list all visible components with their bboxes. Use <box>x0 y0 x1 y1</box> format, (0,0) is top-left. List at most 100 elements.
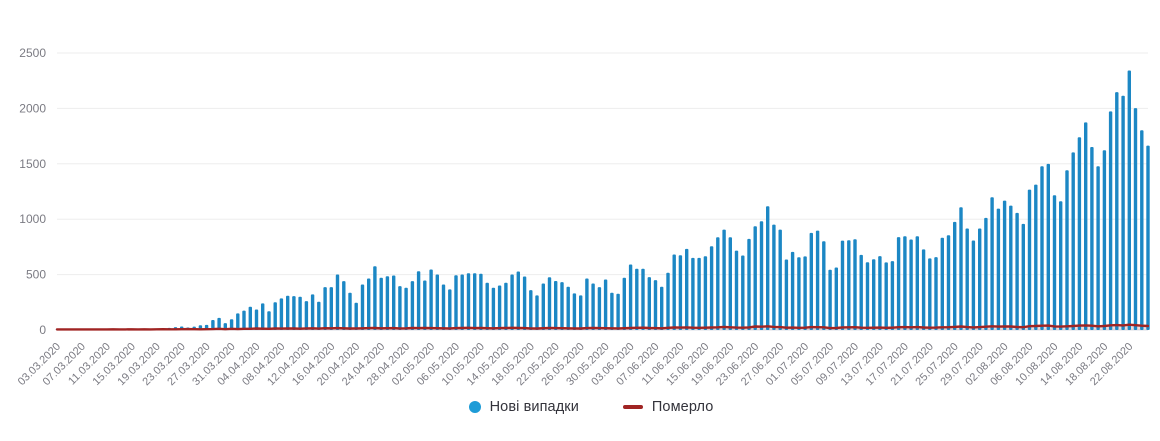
bar-new-cases[interactable] <box>1009 205 1013 330</box>
bar-new-cases[interactable] <box>1084 122 1088 331</box>
bar-new-cases[interactable] <box>404 287 408 330</box>
bar-new-cases[interactable] <box>709 246 714 330</box>
bar-new-cases[interactable] <box>1115 92 1119 330</box>
bar-new-cases[interactable] <box>884 262 888 330</box>
bar-new-cases[interactable] <box>653 280 658 330</box>
bar-new-cases[interactable] <box>803 256 807 330</box>
bar-new-cases[interactable] <box>373 266 377 330</box>
bar-new-cases[interactable] <box>697 257 701 330</box>
bar-new-cases[interactable] <box>728 237 732 330</box>
bar-new-cases[interactable] <box>1071 152 1075 330</box>
bar-new-cases[interactable] <box>1002 200 1007 330</box>
bar-new-cases[interactable] <box>622 277 626 330</box>
bar-new-cases[interactable] <box>1077 137 1082 330</box>
bar-new-cases[interactable] <box>1040 166 1044 330</box>
bar-new-cases[interactable] <box>603 279 608 331</box>
bar-new-cases[interactable] <box>716 237 720 330</box>
bar-new-cases[interactable] <box>242 310 246 330</box>
bar-new-cases[interactable] <box>560 282 564 330</box>
bar-new-cases[interactable] <box>734 250 739 330</box>
bar-new-cases[interactable] <box>410 281 415 330</box>
bar-new-cases[interactable] <box>809 232 813 330</box>
bar-new-cases[interactable] <box>1065 170 1069 330</box>
bar-new-cases[interactable] <box>298 296 302 330</box>
bar-new-cases[interactable] <box>678 255 683 330</box>
bar-new-cases[interactable] <box>335 274 340 331</box>
bar-new-cases[interactable] <box>385 276 390 330</box>
bar-new-cases[interactable] <box>1021 223 1025 330</box>
bar-new-cases[interactable] <box>909 239 913 331</box>
bar-new-cases[interactable] <box>797 257 801 330</box>
bar-new-cases[interactable] <box>784 259 789 331</box>
bar-new-cases[interactable] <box>441 284 446 331</box>
bar-new-cases[interactable] <box>1027 189 1032 330</box>
bar-new-cases[interactable] <box>1140 130 1144 330</box>
bar-new-cases[interactable] <box>566 286 570 330</box>
bar-new-cases[interactable] <box>741 255 745 331</box>
bar-new-cases[interactable] <box>460 274 464 331</box>
bar-new-cases[interactable] <box>984 217 988 330</box>
bar-new-cases[interactable] <box>292 296 296 330</box>
bar-new-cases[interactable] <box>1034 184 1038 330</box>
bar-new-cases[interactable] <box>547 277 552 330</box>
bar-new-cases[interactable] <box>959 207 963 330</box>
bar-new-cases[interactable] <box>1127 70 1131 331</box>
bar-new-cases[interactable] <box>416 271 421 330</box>
legend-item-deaths[interactable]: Померло <box>622 399 713 415</box>
bar-new-cases[interactable] <box>398 286 402 330</box>
bar-new-cases[interactable] <box>479 273 483 330</box>
bar-new-cases[interactable] <box>510 274 514 331</box>
bar-new-cases[interactable] <box>934 257 938 330</box>
bar-new-cases[interactable] <box>354 302 358 330</box>
bar-new-cases[interactable] <box>859 254 863 330</box>
bar-new-cases[interactable] <box>990 197 994 330</box>
bar-new-cases[interactable] <box>965 228 969 331</box>
bar-new-cases[interactable] <box>747 238 751 330</box>
bar-new-cases[interactable] <box>822 241 826 330</box>
bar-new-cases[interactable] <box>647 277 651 330</box>
bar-new-cases[interactable] <box>672 254 676 331</box>
bar-new-cases[interactable] <box>367 278 371 331</box>
bar-new-cases[interactable] <box>628 264 633 331</box>
bar-new-cases[interactable] <box>329 287 333 330</box>
bar-new-cases[interactable] <box>497 285 502 331</box>
bar-new-cases[interactable] <box>435 274 439 331</box>
bar-new-cases[interactable] <box>379 277 383 330</box>
bar-new-cases[interactable] <box>847 240 851 330</box>
bar-new-cases[interactable] <box>317 301 321 330</box>
bar-new-cases[interactable] <box>254 309 259 331</box>
bar-new-cases[interactable] <box>572 293 577 330</box>
bar-new-cases[interactable] <box>1108 111 1113 331</box>
bar-new-cases[interactable] <box>1052 195 1057 330</box>
bar-new-cases[interactable] <box>279 298 284 330</box>
bar-new-cases[interactable] <box>529 290 533 330</box>
bar-new-cases[interactable] <box>491 287 496 330</box>
bar-new-cases[interactable] <box>940 237 944 330</box>
bar-new-cases[interactable] <box>1046 163 1050 330</box>
bar-new-cases[interactable] <box>236 313 240 330</box>
bar-new-cases[interactable] <box>1121 95 1125 330</box>
bar-new-cases[interactable] <box>217 317 221 330</box>
bar-new-cases[interactable] <box>766 206 770 330</box>
bar-new-cases[interactable] <box>1090 147 1094 330</box>
bar-new-cases[interactable] <box>928 258 932 330</box>
bar-new-cases[interactable] <box>896 237 901 330</box>
bar-new-cases[interactable] <box>666 272 670 330</box>
bar-new-cases[interactable] <box>323 287 327 330</box>
bar-new-cases[interactable] <box>996 208 1001 330</box>
bar-new-cases[interactable] <box>516 271 520 331</box>
bar-new-cases[interactable] <box>759 221 764 330</box>
bar-new-cases[interactable] <box>485 282 489 330</box>
bar-new-cases[interactable] <box>840 240 845 330</box>
bar-new-cases[interactable] <box>1096 166 1100 330</box>
bar-new-cases[interactable] <box>229 319 234 330</box>
bar-new-cases[interactable] <box>261 303 265 330</box>
bar-new-cases[interactable] <box>1146 145 1150 330</box>
bar-new-cases[interactable] <box>815 230 820 330</box>
bar-new-cases[interactable] <box>304 301 309 330</box>
bar-new-cases[interactable] <box>878 256 882 330</box>
bar-new-cases[interactable] <box>310 294 315 330</box>
bar-new-cases[interactable] <box>286 295 290 330</box>
bar-new-cases[interactable] <box>473 273 477 330</box>
bar-new-cases[interactable] <box>429 269 433 331</box>
